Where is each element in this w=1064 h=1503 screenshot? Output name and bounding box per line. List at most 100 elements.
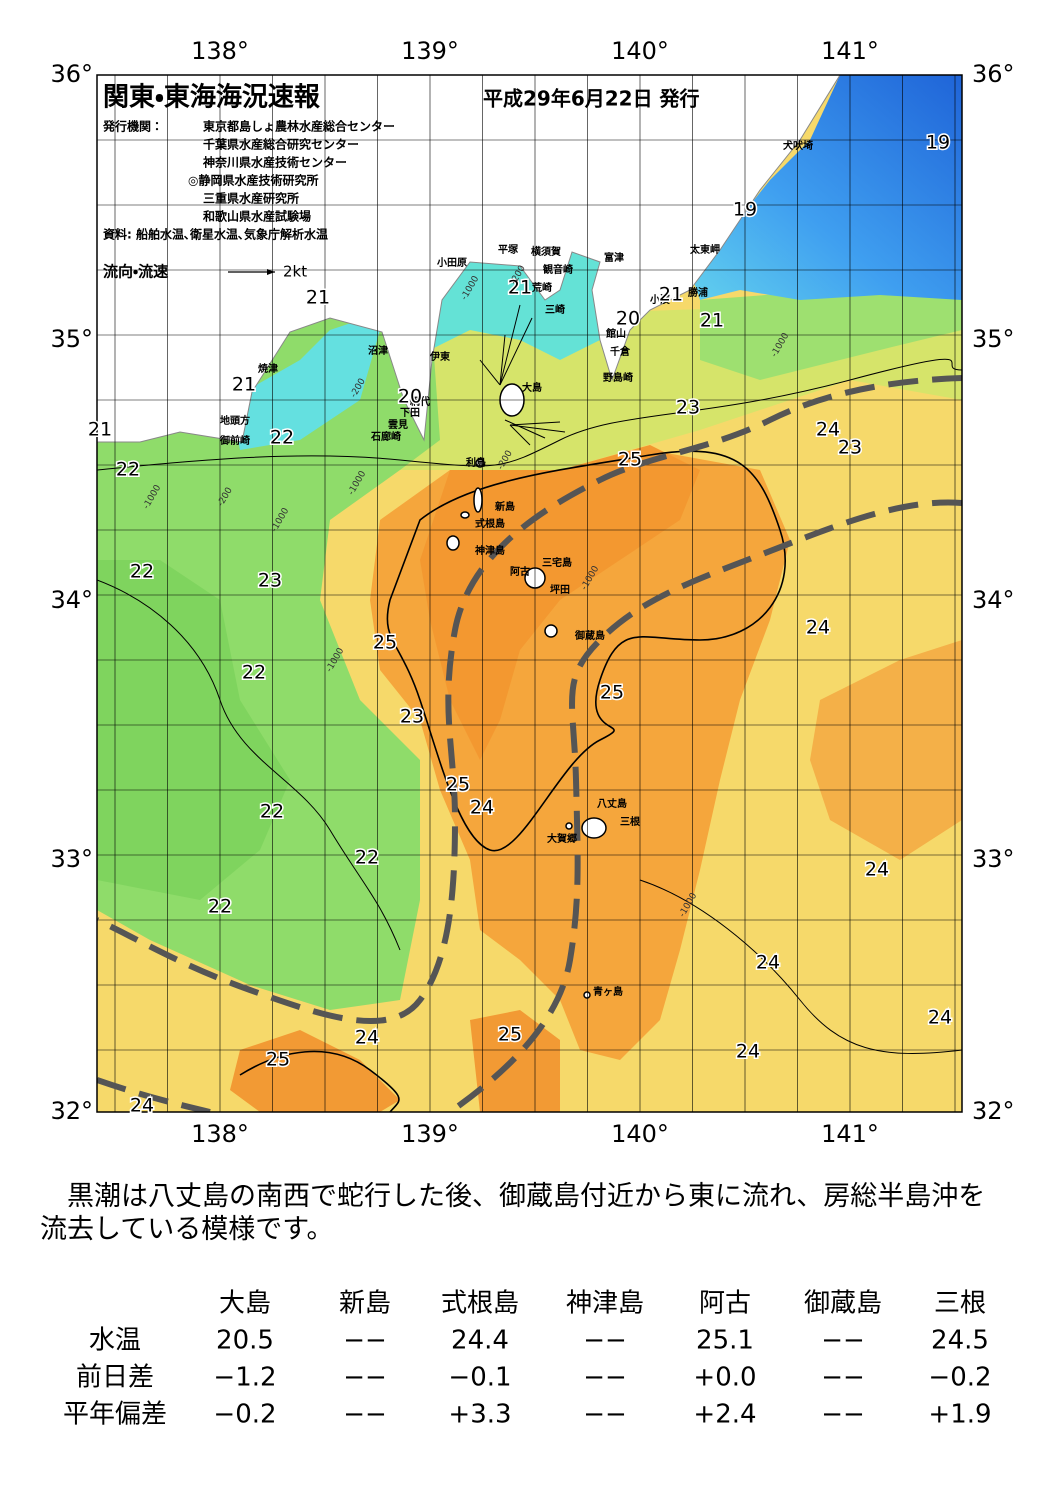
place-name: 式根島 — [475, 517, 505, 530]
lat-label: 36° — [972, 60, 1015, 88]
lon-label: 139° — [401, 1120, 459, 1148]
place-name: 三根 — [620, 815, 641, 828]
table-cell: −− — [343, 1326, 387, 1356]
table-cell: 25.1 — [696, 1326, 754, 1356]
isotherm-label: 24 — [865, 859, 889, 881]
lat-label: 32° — [50, 1097, 93, 1125]
place-name: 雲見 — [388, 419, 408, 431]
table-cell: −− — [821, 1363, 865, 1393]
isotherm-label: 25 — [600, 682, 624, 704]
publisher: 神奈川県水産技術センター — [202, 155, 347, 170]
place-name: 三宅島 — [542, 556, 572, 569]
place-name: 小湊 — [649, 293, 671, 306]
place-name: 大島 — [522, 381, 542, 394]
row-header: 平年偏差 — [63, 1400, 167, 1430]
isotherm-label: 24 — [928, 1007, 952, 1029]
lat-label: 33° — [50, 845, 93, 873]
place-name: 横須賀 — [531, 245, 561, 258]
publisher: ◎静岡県水産技術研究所 — [188, 173, 318, 188]
lat-label: 32° — [972, 1097, 1015, 1125]
current-vectors — [479, 304, 566, 446]
isotherm-label: 24 — [756, 952, 780, 974]
lon-label: 138° — [191, 37, 249, 65]
table-cell: 24.5 — [931, 1326, 989, 1356]
place-name: 荒崎 — [531, 281, 552, 294]
table-cell: 20.5 — [216, 1326, 274, 1356]
isotherm-label: 22 — [355, 847, 379, 869]
isotherm-label: 20 — [616, 308, 640, 330]
isotherm-label: 23 — [258, 570, 282, 592]
column-header: 神津島 — [566, 1289, 644, 1319]
table-cell: 24.4 — [451, 1326, 509, 1356]
lon-label: 138° — [191, 1120, 249, 1148]
place-name: 網代 — [409, 395, 430, 408]
table-cell: +1.9 — [928, 1400, 991, 1430]
place-name: 千倉 — [610, 345, 631, 358]
place-name: 小田原 — [436, 256, 467, 269]
table-cell: −− — [343, 1400, 387, 1430]
place-name: 富津 — [604, 251, 624, 264]
place-name: 伊東 — [429, 350, 450, 363]
lat-label: 33° — [972, 845, 1015, 873]
table-cell: −− — [583, 1326, 627, 1356]
isotherm-label: 20 — [398, 386, 422, 408]
place-name: 八丈島 — [597, 797, 627, 810]
isotherm-label: 19 — [733, 199, 757, 221]
place-name: 平塚 — [498, 243, 519, 256]
isotherm-label: 24 — [355, 1027, 379, 1049]
table-cell: −0.2 — [213, 1400, 276, 1430]
header-text: 2kt — [283, 263, 307, 281]
lat-label: 36° — [50, 60, 93, 88]
publisher: 千葉県水産総合研究センター — [203, 137, 359, 152]
place-name: 観音崎 — [543, 263, 573, 276]
publisher: 三重県水産研究所 — [203, 191, 299, 206]
lon-label: 140° — [611, 1120, 669, 1148]
place-name: 新島 — [494, 500, 515, 513]
isotherm-label: 22 — [116, 459, 140, 481]
place-name: 地頭方 — [220, 414, 250, 427]
map-frame — [96, 74, 963, 1113]
table-cell: −− — [821, 1400, 865, 1430]
isotherm-label: 23 — [838, 437, 862, 459]
lat-label: 35° — [972, 325, 1015, 353]
table-cell: −− — [821, 1326, 865, 1356]
isotherm-label: 23 — [400, 706, 424, 728]
place-name: 神津島 — [474, 544, 505, 557]
isotherm-label: 25 — [266, 1049, 290, 1071]
isotherm-label: 24 — [470, 797, 494, 819]
place-name: 坪田 — [550, 583, 570, 596]
isotherm-label: 25 — [618, 449, 642, 471]
place-name: 御前崎 — [219, 434, 250, 447]
place-name: 沼津 — [368, 344, 388, 357]
lon-label: 141° — [821, 37, 879, 65]
place-name: 下田 — [400, 407, 420, 419]
table-cell: +2.4 — [693, 1400, 756, 1430]
place-name: 御蔵島 — [574, 629, 605, 642]
isotherm-label: 24 — [736, 1041, 760, 1063]
sea-temperature — [97, 75, 962, 1112]
lon-label: 141° — [821, 1120, 879, 1148]
place-name: 青ヶ島 — [593, 985, 623, 998]
place-name: 野島崎 — [603, 371, 633, 384]
table-cell: −− — [583, 1400, 627, 1430]
table-cell: −− — [583, 1363, 627, 1393]
table-cell: +0.0 — [693, 1363, 756, 1393]
table-cell: +3.3 — [448, 1400, 511, 1430]
header-text: 資料: 船舶水温､衛星水温､気象庁解析水温 — [103, 227, 328, 242]
place-name: 犬吠埼 — [783, 139, 813, 152]
isotherm-label: 24 — [816, 419, 840, 441]
isotherm-label: 25 — [498, 1024, 522, 1046]
place-name: 石廊崎 — [370, 430, 401, 443]
isotherm-label: 22 — [270, 427, 294, 449]
summary: 黒潮は八丈島の南西で蛇行した後、御蔵島付近から東に流れ、房総半島沖を流去している… — [40, 1181, 986, 1245]
publisher: 和歌山県水産試験場 — [202, 209, 311, 224]
isotherm-label: 21 — [659, 284, 683, 306]
place-name: 三崎 — [545, 303, 565, 316]
lon-label: 140° — [611, 37, 669, 65]
isotherm-label: 25 — [373, 632, 397, 654]
column-header: 三根 — [934, 1289, 986, 1319]
place-name: 利島 — [466, 456, 486, 469]
